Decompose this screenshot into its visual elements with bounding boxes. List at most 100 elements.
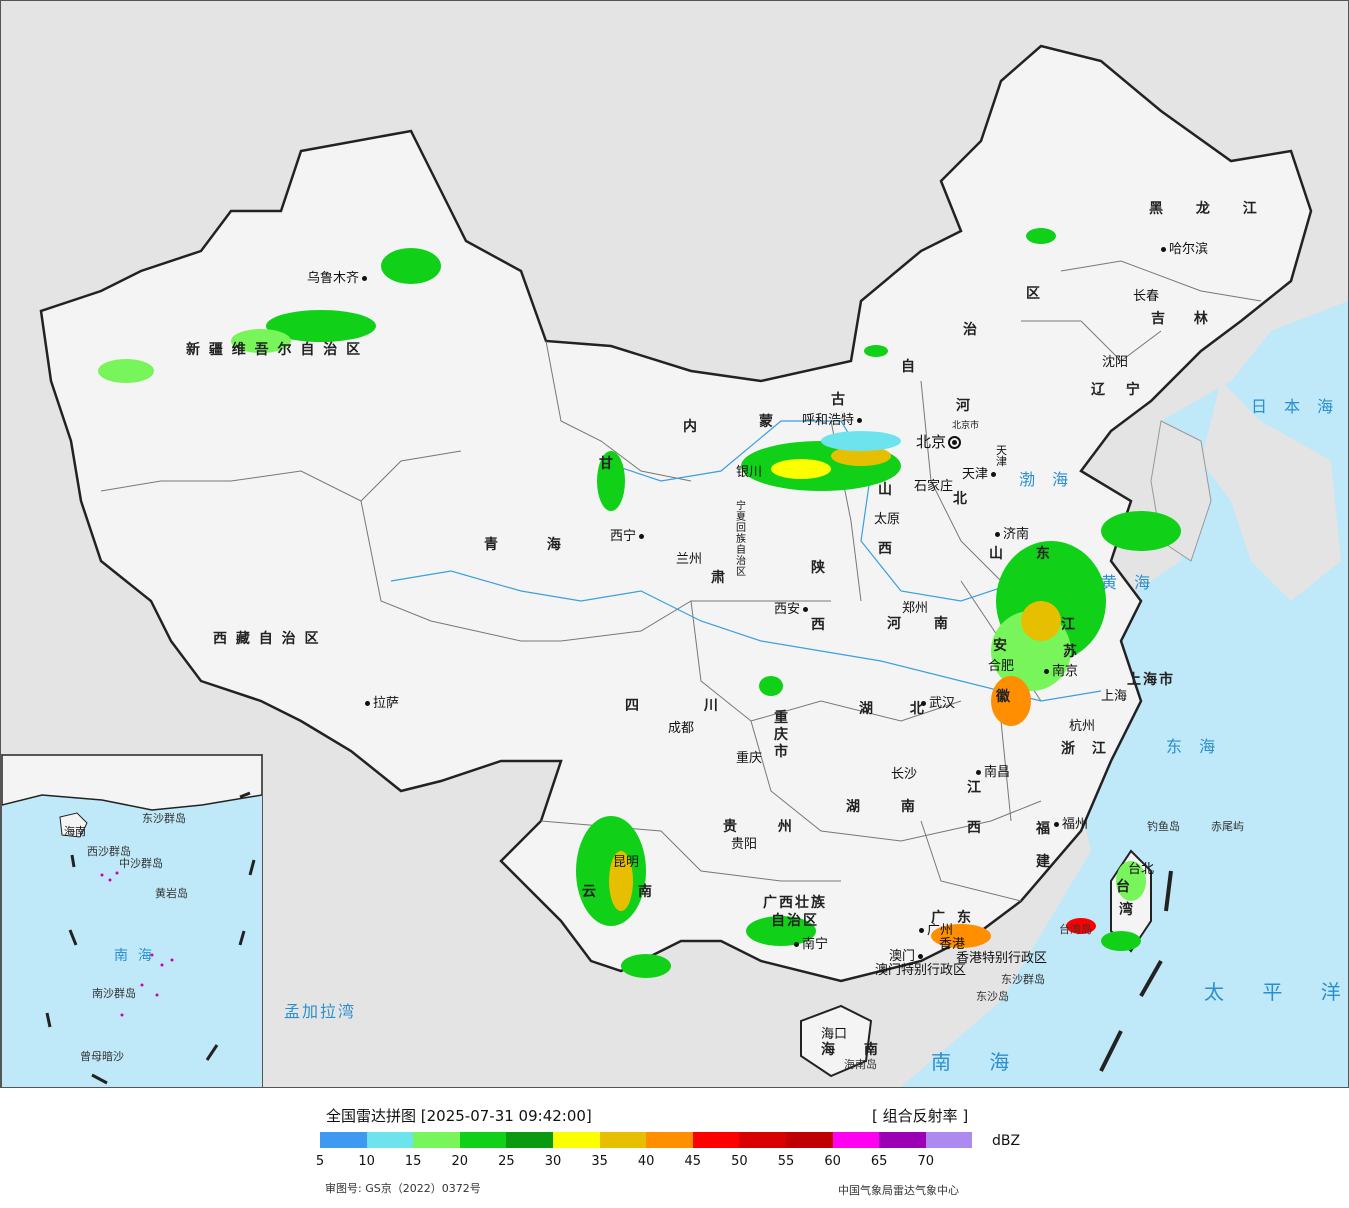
province-label-anhui-2: 徽: [996, 689, 1012, 705]
city-changchun: 长春: [1133, 289, 1160, 304]
city-haikou: 海口: [821, 1027, 848, 1042]
city-yinchuan: 银川: [736, 465, 763, 480]
color-scale-tick: 60: [824, 1154, 841, 1169]
province-label-shaanxi-1: 陕: [811, 560, 827, 576]
color-swatch: [925, 1132, 973, 1148]
sea-nanhai: 南 海: [931, 1050, 1026, 1074]
province-label-shanxi-1: 山: [878, 482, 894, 498]
province-label-qinghai: 青 海: [484, 537, 583, 553]
province-label-taiwan-2: 湾: [1119, 902, 1135, 918]
city-kunming: 昆明: [613, 855, 640, 870]
province-label-guizhou: 贵 州: [723, 819, 810, 835]
color-scale-tick: 35: [591, 1154, 608, 1169]
map-canvas: [1, 1, 1348, 1087]
color-scale-tick: 65: [870, 1154, 888, 1169]
province-label-hunan: 湖 南: [846, 799, 933, 815]
island-dongshaqundao: 东沙群岛: [1001, 973, 1045, 986]
province-label-liaoning: 辽 宁: [1091, 382, 1148, 398]
color-scale-tick: 10: [358, 1154, 375, 1169]
province-label-ningxia: 宁夏回族自治区: [736, 501, 746, 578]
province-label-gansu: 甘: [599, 456, 615, 472]
province-label-jiangxi-1: 江: [967, 780, 983, 796]
island-diaoyudao: 钓鱼岛: [1147, 820, 1180, 833]
city-chongqing: 重庆: [736, 751, 763, 766]
legend-title: 全国雷达拼图 [2025-07-31 09:42:00]: [326, 1107, 592, 1125]
city-nanjing: 南京: [1041, 660, 1078, 679]
capital-marker-icon: [948, 436, 962, 449]
province-label-fujian-1: 福: [1036, 821, 1052, 837]
city-wuhan: 武汉: [918, 692, 955, 711]
province-label-fujian-2: 建: [1036, 854, 1052, 870]
province-label-henan: 河 南: [887, 616, 962, 632]
province-label-hainan: 海 南: [821, 1042, 890, 1058]
city-aomen: 澳门: [889, 945, 926, 964]
color-scale-tick: 40: [637, 1154, 655, 1169]
color-swatch: [692, 1132, 740, 1148]
city-jinan: 济南: [992, 523, 1029, 542]
province-label-shandong: 山 东: [989, 546, 1064, 562]
city-hangzhou: 杭州: [1069, 719, 1096, 734]
color-swatch: [646, 1132, 693, 1148]
city-xianggang: 香港: [939, 937, 966, 952]
province-label-neimenggu-1: 内: [683, 419, 699, 435]
south-china-sea-inset: 海南 南海 西沙群岛 中沙群岛 黄岩岛 南沙群岛 曾母暗沙 东沙群岛: [1, 754, 263, 1087]
region-label-hongkong: 香港特别行政区: [956, 951, 1048, 966]
city-taibei: 台北: [1128, 862, 1155, 877]
province-label-neimenggu-3: 古: [831, 392, 847, 408]
province-label-yunnan-1: 云: [582, 884, 598, 900]
inset-label-hainan: 海南: [64, 825, 86, 838]
inset-label-huangyan: 黄岩岛: [155, 887, 188, 900]
china-land: [39, 44, 1313, 983]
inset-label-dongsha: 东沙群岛: [142, 812, 186, 825]
city-nanning: 南宁: [791, 933, 828, 952]
province-label-xinjiang: 新 疆 维 吾 尔 自 治 区: [186, 342, 363, 358]
province-label-tianjin: 天津: [996, 444, 1007, 468]
province-label-zhejiang: 浙 江: [1061, 741, 1112, 757]
color-scale-tick: 5: [315, 1154, 325, 1169]
city-shijiazhuang: 石家庄: [914, 479, 954, 494]
color-swatch: [459, 1132, 507, 1148]
color-swatch: [506, 1132, 553, 1148]
color-scale-tick: 55: [777, 1154, 795, 1169]
hainan-land: [800, 1004, 873, 1078]
city-haerbin: 哈尔滨: [1158, 238, 1208, 257]
province-label-guangxi-2: 自治区: [771, 913, 819, 929]
city-chengdu: 成都: [668, 721, 695, 736]
color-swatch: [599, 1132, 647, 1148]
inset-label-nansha: 南沙群岛: [92, 987, 136, 1000]
province-label-gansu-2: 肃: [711, 570, 727, 586]
province-label-hebei-1: 河: [956, 398, 972, 414]
color-scale-tick: 30: [544, 1154, 562, 1169]
province-label-jiangsu-1: 江: [1061, 617, 1077, 633]
province-label-shaanxi-2: 西: [811, 617, 827, 633]
province-label-guangdong-2: 东: [957, 910, 973, 926]
legend-product: [ 组合反射率 ]: [872, 1107, 969, 1125]
color-scale-tick: 20: [451, 1154, 469, 1169]
province-label-jilin: 吉 林: [1151, 311, 1220, 327]
city-zhengzhou: 郑州: [902, 601, 929, 616]
legend-unit: dBZ: [992, 1133, 1021, 1149]
province-label-shanghai: 上海市: [1127, 672, 1175, 688]
radar-map: 新 疆 维 吾 尔 自 治 区 西 藏 自 治 区 青 海 甘 肃 宁夏回族自治…: [0, 0, 1349, 1088]
city-guiyang: 贵阳: [731, 837, 758, 852]
color-swatch: [832, 1132, 880, 1148]
city-beijing: 北京: [916, 431, 962, 452]
color-swatch: [879, 1132, 926, 1148]
inset-label-xisha: 西沙群岛: [87, 845, 131, 858]
inset-label-zengmu: 曾母暗沙: [80, 1050, 124, 1063]
sea-ribenhai: 日 本 海: [1251, 397, 1340, 416]
radar-echoes: [98, 228, 1181, 978]
province-label-neimenggu-5: 治: [963, 322, 979, 338]
province-label-jiangsu-2: 苏: [1063, 644, 1079, 660]
city-wulumuqi: 乌鲁木齐: [307, 267, 370, 286]
province-label-neimenggu-4: 自: [901, 359, 917, 375]
city-fuzhou: 福州: [1051, 813, 1088, 832]
producer-credit: 中国气象局雷达气象中心: [838, 1184, 959, 1197]
color-swatch: [552, 1132, 600, 1148]
city-guangzhou: 广州: [916, 919, 953, 938]
island-taiwandao: 台湾岛: [1059, 923, 1092, 936]
city-lanzhou: 兰州: [676, 552, 703, 567]
city-taiyuan: 太原: [874, 512, 901, 527]
color-scale-tick: 50: [731, 1154, 748, 1169]
province-label-jiangxi-2: 西: [967, 820, 983, 836]
